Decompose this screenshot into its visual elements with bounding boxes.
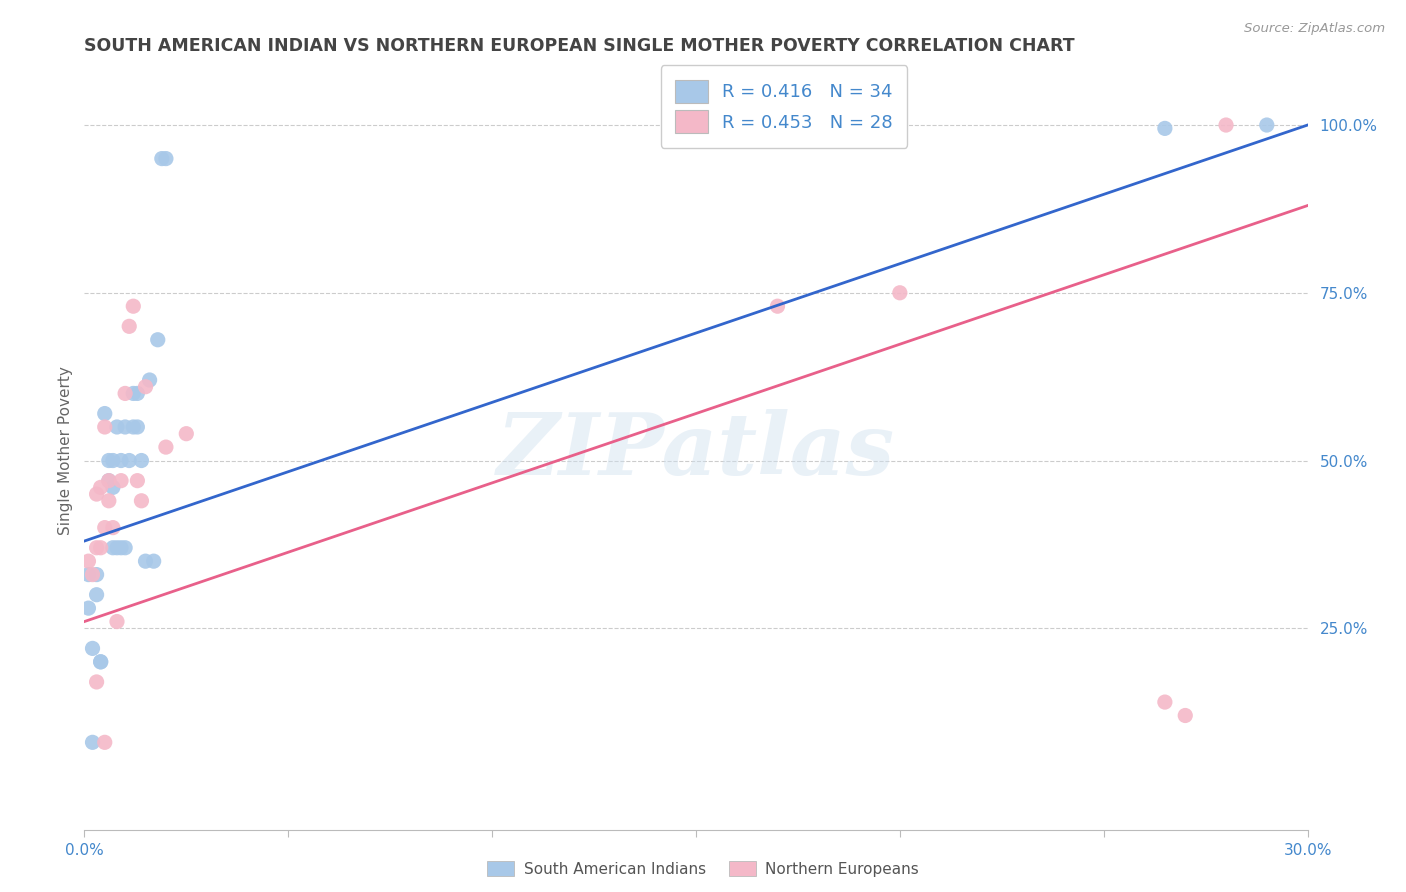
Point — [77, 601, 100, 615]
Point — [93, 735, 115, 749]
Point — [101, 453, 124, 467]
Point — [127, 386, 149, 401]
Point — [110, 453, 132, 467]
Point — [174, 426, 197, 441]
Point — [101, 541, 124, 555]
Point — [122, 420, 145, 434]
Point — [90, 655, 112, 669]
Point — [105, 541, 128, 555]
Point — [1256, 118, 1278, 132]
Point — [93, 521, 115, 535]
Point — [86, 487, 108, 501]
Point — [118, 453, 141, 467]
Point — [101, 521, 124, 535]
Point — [93, 420, 115, 434]
Point — [131, 493, 153, 508]
Point — [135, 554, 157, 568]
Point — [86, 567, 108, 582]
Point — [122, 386, 145, 401]
Point — [97, 474, 120, 488]
Point — [122, 299, 145, 313]
Point — [86, 588, 108, 602]
Point — [766, 299, 789, 313]
Point — [90, 541, 112, 555]
Point — [114, 541, 136, 555]
Point — [82, 735, 104, 749]
Point — [889, 285, 911, 300]
Y-axis label: Single Mother Poverty: Single Mother Poverty — [58, 366, 73, 535]
Point — [114, 386, 136, 401]
Legend: South American Indians, Northern Europeans: South American Indians, Northern Europea… — [479, 853, 927, 884]
Point — [150, 152, 173, 166]
Point — [1215, 118, 1237, 132]
Point — [90, 480, 112, 494]
Point — [1154, 121, 1177, 136]
Point — [105, 615, 128, 629]
Point — [86, 541, 108, 555]
Point — [135, 380, 157, 394]
Point — [118, 319, 141, 334]
Point — [93, 407, 115, 421]
Point — [131, 453, 153, 467]
Point — [155, 152, 177, 166]
Point — [114, 420, 136, 434]
Text: SOUTH AMERICAN INDIAN VS NORTHERN EUROPEAN SINGLE MOTHER POVERTY CORRELATION CHA: SOUTH AMERICAN INDIAN VS NORTHERN EUROPE… — [84, 37, 1076, 54]
Point — [101, 480, 124, 494]
Point — [142, 554, 165, 568]
Point — [82, 641, 104, 656]
Legend: R = 0.416   N = 34, R = 0.453   N = 28: R = 0.416 N = 34, R = 0.453 N = 28 — [661, 65, 907, 148]
Point — [1154, 695, 1177, 709]
Point — [110, 474, 132, 488]
Point — [97, 493, 120, 508]
Point — [110, 541, 132, 555]
Text: Source: ZipAtlas.com: Source: ZipAtlas.com — [1244, 22, 1385, 36]
Point — [97, 474, 120, 488]
Point — [155, 440, 177, 454]
Point — [127, 474, 149, 488]
Point — [127, 420, 149, 434]
Point — [97, 453, 120, 467]
Text: ZIPatlas: ZIPatlas — [496, 409, 896, 492]
Point — [1174, 708, 1197, 723]
Point — [138, 373, 160, 387]
Point — [77, 567, 100, 582]
Point — [82, 567, 104, 582]
Point — [86, 675, 108, 690]
Point — [77, 554, 100, 568]
Point — [105, 420, 128, 434]
Point — [146, 333, 169, 347]
Point — [90, 655, 112, 669]
